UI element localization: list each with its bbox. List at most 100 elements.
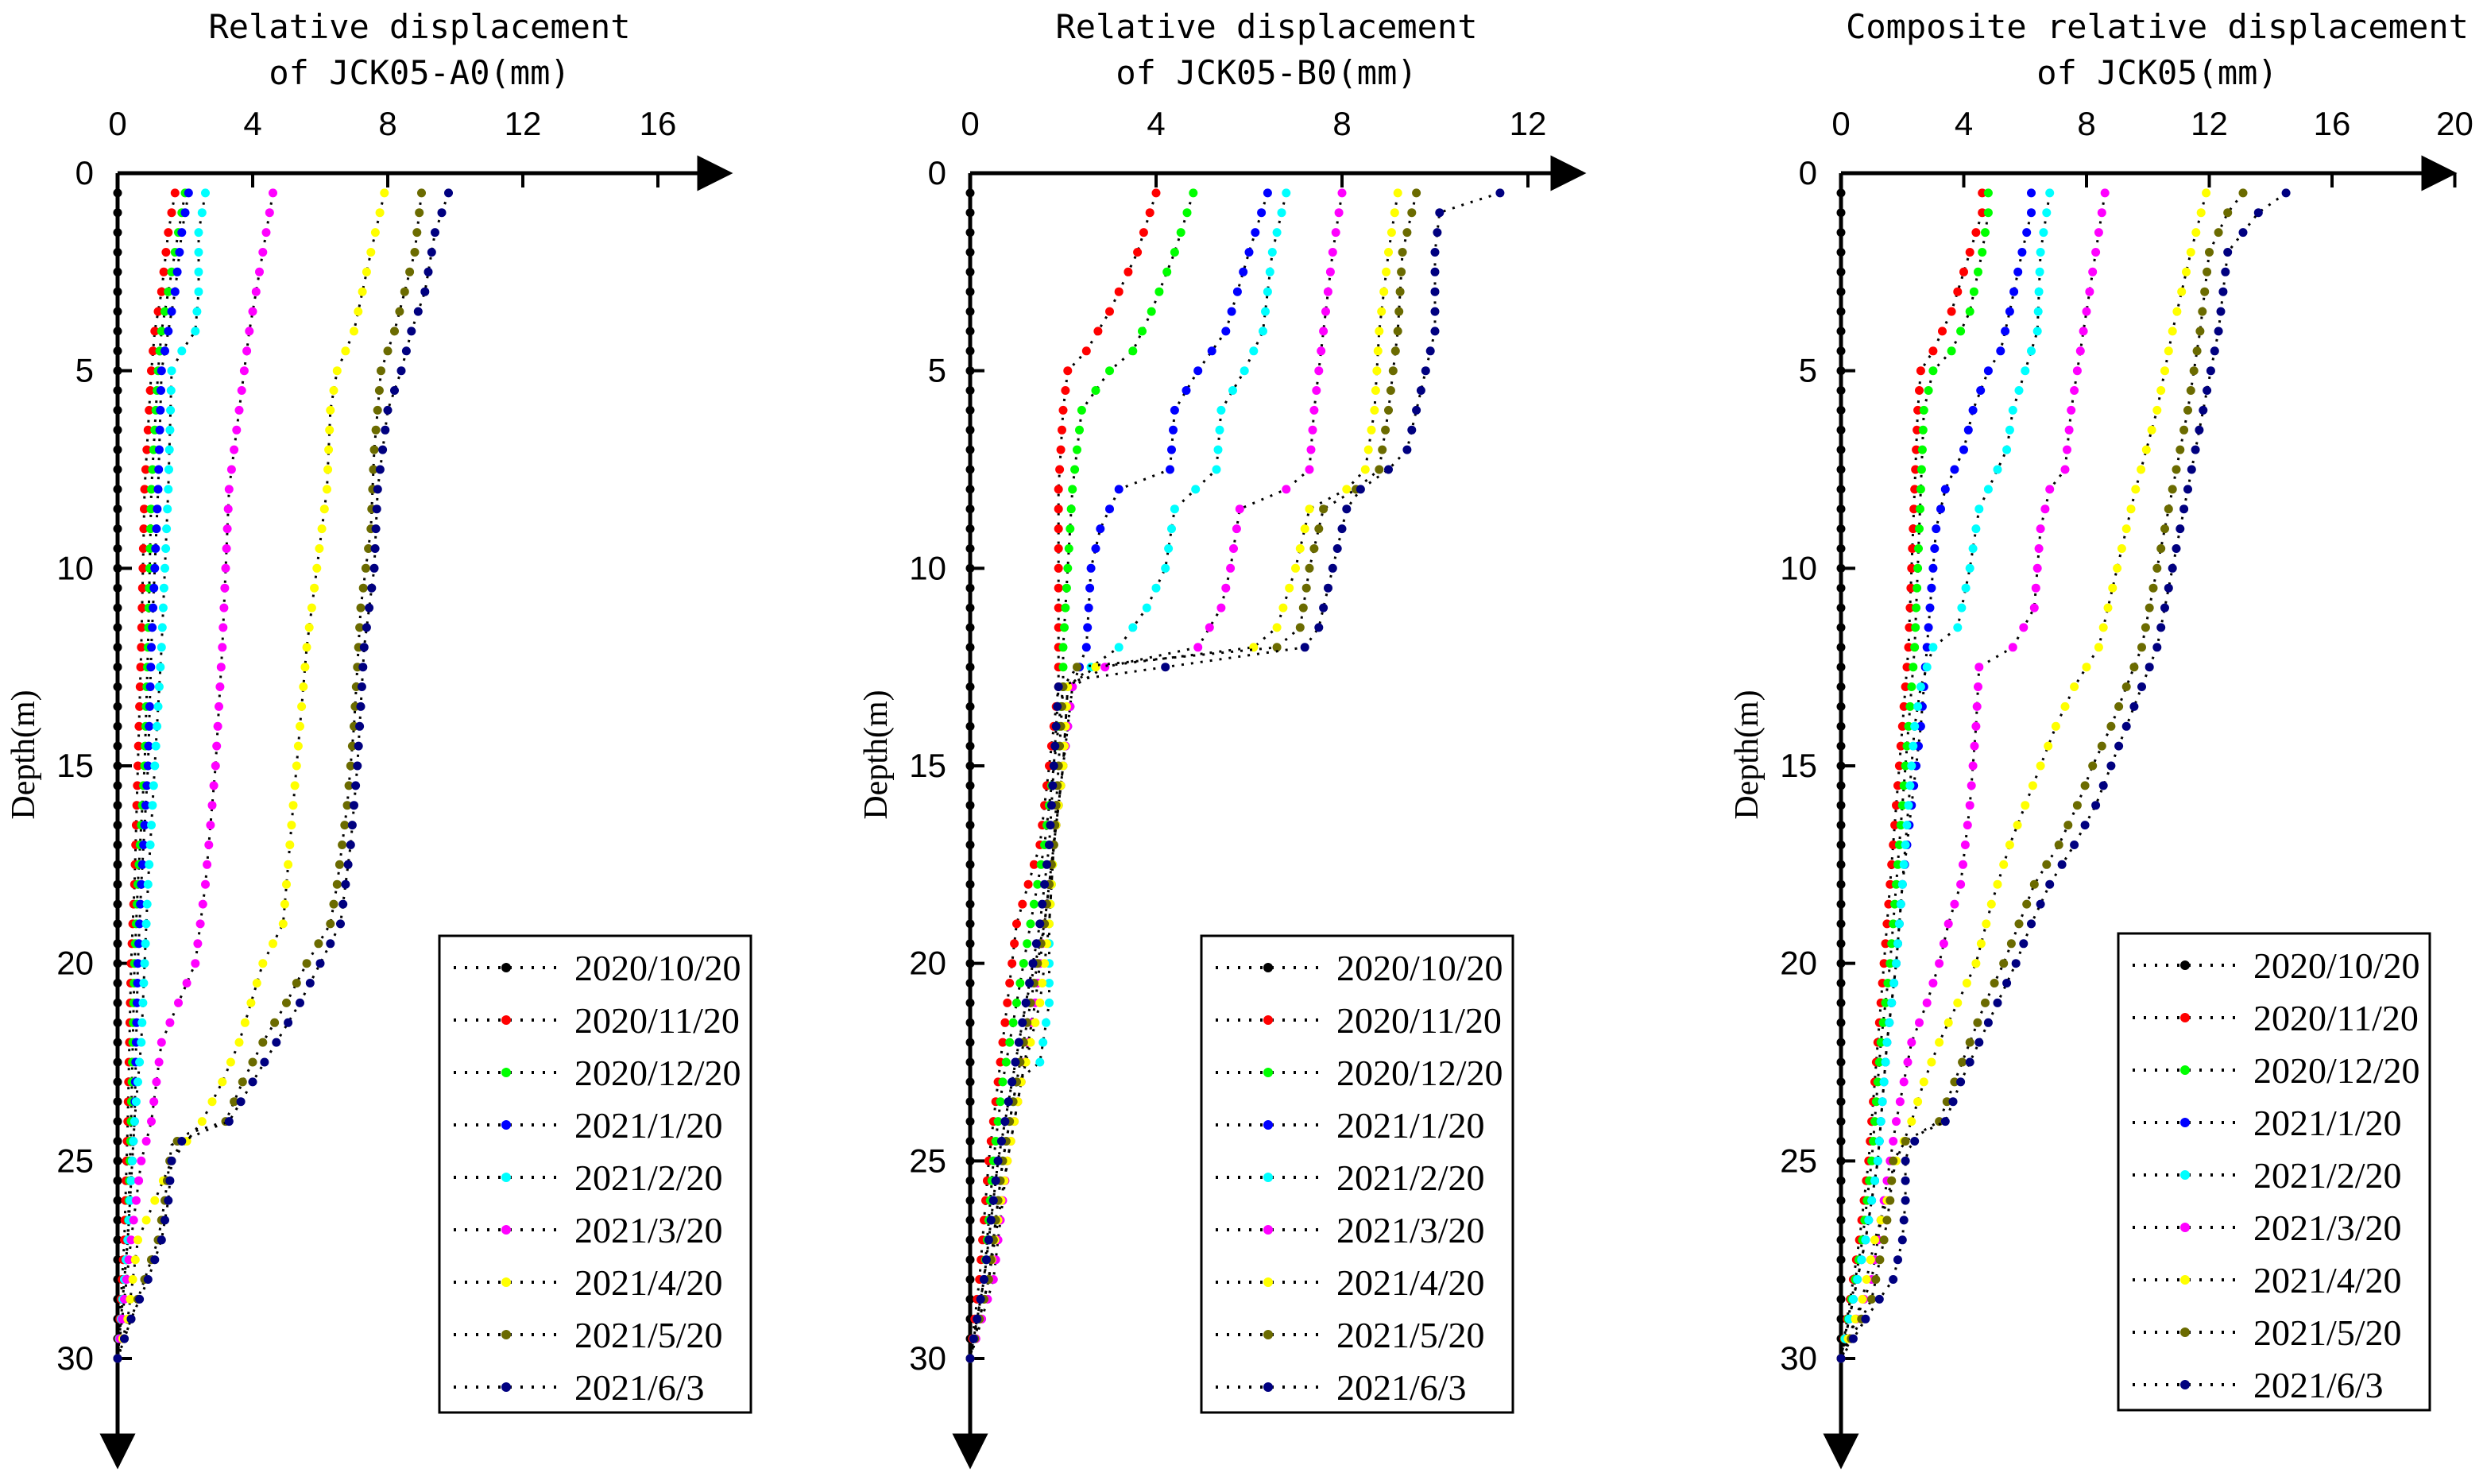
data-point: [1342, 485, 1352, 494]
data-point: [354, 741, 363, 751]
data-point: [1876, 1117, 1885, 1127]
data-point: [269, 939, 277, 949]
data-point: [2145, 663, 2154, 672]
data-point: [141, 919, 151, 929]
data-point: [1897, 879, 1907, 889]
chart-title-line: Relative displacement: [208, 7, 630, 46]
data-point: [1892, 959, 1901, 968]
data-point: [1005, 979, 1015, 987]
data-point: [1301, 583, 1311, 593]
data-point: [2223, 248, 2233, 257]
data-point: [1018, 899, 1027, 909]
data-point: [1054, 583, 1063, 593]
series-9: [113, 188, 453, 1363]
data-point: [207, 1097, 217, 1107]
data-point: [1962, 979, 1971, 987]
data-point: [2080, 781, 2090, 790]
data-point: [965, 327, 975, 336]
data-point: [113, 1235, 122, 1245]
data-point: [2164, 346, 2173, 356]
data-point: [1035, 919, 1045, 929]
data-point: [148, 623, 157, 632]
data-point: [1015, 979, 1025, 987]
legend-label: 2021/1/20: [1336, 1105, 1485, 1146]
data-point: [1960, 841, 1970, 849]
data-point: [137, 583, 147, 593]
data-point: [194, 228, 203, 238]
data-point: [1903, 1057, 1913, 1067]
data-point: [1054, 485, 1063, 494]
data-point: [133, 761, 142, 771]
data-point: [1054, 524, 1063, 534]
data-point: [145, 405, 154, 415]
data-point: [174, 998, 183, 1007]
data-point: [1861, 1235, 1870, 1245]
data-point: [296, 998, 304, 1007]
data-point: [2008, 405, 2017, 415]
y-axis-label: Depth(m): [6, 690, 42, 819]
data-point: [287, 821, 296, 830]
data-point: [136, 899, 145, 909]
x-tick-label: 8: [2077, 105, 2095, 142]
legend-label: 2021/4/20: [2253, 1260, 2402, 1300]
data-point: [2238, 188, 2248, 198]
data-point: [323, 465, 333, 474]
data-point: [1495, 188, 1505, 198]
data-point: [1023, 879, 1033, 889]
data-point: [284, 860, 293, 869]
data-point: [124, 1255, 133, 1265]
data-point: [1983, 485, 1993, 494]
y-tick-label: 5: [1799, 352, 1817, 389]
data-point: [2009, 287, 2019, 296]
data-point: [1875, 1255, 1885, 1265]
data-point: [2121, 524, 2131, 534]
data-point: [175, 248, 184, 257]
data-point: [965, 208, 975, 218]
data-point: [265, 208, 274, 218]
data-point: [1221, 327, 1231, 336]
data-point: [1881, 939, 1890, 949]
data-point: [1055, 465, 1065, 474]
data-point: [157, 623, 167, 632]
data-point: [150, 761, 160, 771]
data-point: [2172, 307, 2182, 316]
data-point: [203, 860, 212, 869]
data-point: [2172, 465, 2181, 474]
data-point: [1978, 188, 1987, 198]
data-point: [1996, 346, 2005, 356]
legend-label: 2021/2/20: [1336, 1157, 1485, 1198]
data-point: [1907, 682, 1916, 691]
data-point: [258, 248, 268, 257]
data-point: [154, 445, 164, 454]
legend-swatch-marker: [501, 1015, 511, 1025]
data-point: [1375, 465, 1384, 474]
data-point: [1887, 1176, 1897, 1185]
data-point: [965, 1038, 975, 1047]
data-point: [1922, 998, 1932, 1007]
data-point: [113, 445, 122, 454]
legend-swatch-marker: [501, 1225, 511, 1235]
legend-label: 2020/11/20: [2253, 998, 2419, 1038]
data-point: [2045, 485, 2055, 494]
data-point: [1367, 425, 1376, 435]
data-point: [965, 821, 975, 830]
data-point: [1189, 188, 1198, 198]
data-point: [1295, 544, 1305, 553]
data-point: [310, 583, 319, 593]
data-point: [126, 1196, 135, 1205]
data-point: [1896, 741, 1905, 751]
data-point: [1375, 327, 1384, 336]
data-point: [1836, 1215, 1846, 1225]
data-point: [131, 1196, 141, 1205]
data-point: [1151, 188, 1161, 198]
data-point: [1950, 1077, 1959, 1087]
data-point: [113, 821, 122, 830]
data-point: [1167, 445, 1176, 454]
data-point: [1000, 1018, 1010, 1027]
data-point: [965, 425, 975, 435]
data-point: [113, 701, 122, 711]
data-point: [1893, 860, 1902, 869]
data-point: [2168, 485, 2177, 494]
data-point: [1306, 445, 1316, 454]
data-point: [1918, 425, 1928, 435]
